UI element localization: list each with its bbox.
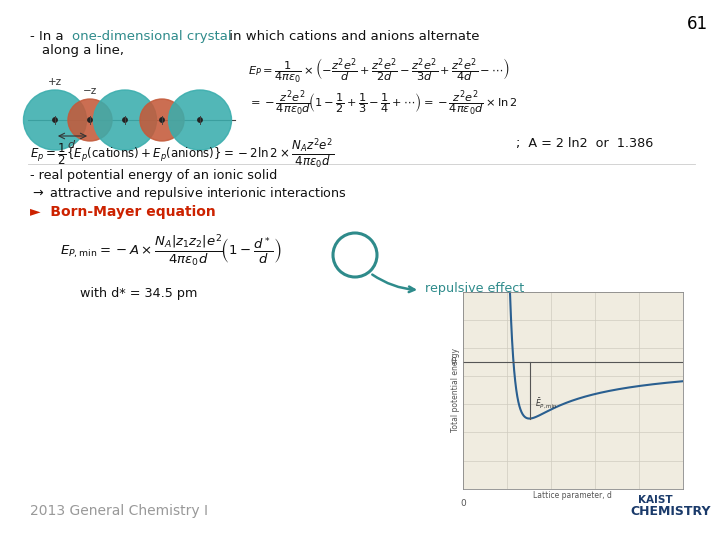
Ellipse shape <box>24 90 86 150</box>
Text: $E_P = \dfrac{1}{4\pi\varepsilon_0} \times \left(-\dfrac{z^2e^2}{d} + \dfrac{z^2: $E_P = \dfrac{1}{4\pi\varepsilon_0} \tim… <box>248 57 510 86</box>
Text: with d* = 34.5 pm: with d* = 34.5 pm <box>80 287 197 300</box>
Text: KAIST: KAIST <box>638 495 672 505</box>
X-axis label: Lattice parameter, d: Lattice parameter, d <box>534 491 612 501</box>
Text: CHEMISTRY: CHEMISTRY <box>630 505 711 518</box>
Text: $= -\dfrac{z^2e^2}{4\pi\varepsilon_0 d}\!\left(1-\dfrac{1}{2}+\dfrac{1}{3}-\dfra: $= -\dfrac{z^2e^2}{4\pi\varepsilon_0 d}\… <box>248 88 517 118</box>
Text: ;  A = 2 ln2  or  1.386: ; A = 2 ln2 or 1.386 <box>516 137 653 150</box>
Text: - In a: - In a <box>30 30 68 43</box>
Text: $d$: $d$ <box>68 138 76 150</box>
Circle shape <box>123 118 127 122</box>
Text: 61: 61 <box>687 15 708 33</box>
Text: along a line,: along a line, <box>42 44 124 57</box>
Text: 2013 General Chemistry I: 2013 General Chemistry I <box>30 504 208 518</box>
Text: $\rightarrow$ attractive and repulsive interionic interactions: $\rightarrow$ attractive and repulsive i… <box>30 185 347 202</box>
Text: - real potential energy of an ionic solid: - real potential energy of an ionic soli… <box>30 169 277 182</box>
Text: repulsive effect: repulsive effect <box>425 282 524 295</box>
Text: 0: 0 <box>451 357 456 367</box>
Text: −z: −z <box>83 86 97 96</box>
Text: one-dimensional crystal: one-dimensional crystal <box>72 30 232 43</box>
Text: in which cations and anions alternate: in which cations and anions alternate <box>225 30 480 43</box>
Text: 0: 0 <box>460 498 466 508</box>
Ellipse shape <box>140 99 184 141</box>
Text: +z: +z <box>48 77 62 87</box>
Ellipse shape <box>68 99 112 141</box>
Ellipse shape <box>94 90 156 150</box>
Text: ►  Born-Mayer equation: ► Born-Mayer equation <box>30 205 216 219</box>
Circle shape <box>88 118 92 122</box>
Text: $\bar{E}_{P,\mathrm{min}}$: $\bar{E}_{P,\mathrm{min}}$ <box>535 396 557 410</box>
Circle shape <box>198 118 202 122</box>
Ellipse shape <box>168 90 232 150</box>
Y-axis label: Total potential energy: Total potential energy <box>451 348 460 432</box>
Circle shape <box>53 118 57 122</box>
Circle shape <box>160 118 164 122</box>
Text: $E_{P,\mathrm{min}} = -A\times\dfrac{N_A|z_1z_2|e^2}{4\pi\varepsilon_0 d}\!\left: $E_{P,\mathrm{min}} = -A\times\dfrac{N_A… <box>60 232 282 268</box>
Text: $E_p = \dfrac{1}{2}\{E_p(\mathrm{cations})+E_p(\mathrm{anions})\} = -2\ln 2\time: $E_p = \dfrac{1}{2}\{E_p(\mathrm{cations… <box>30 137 334 172</box>
